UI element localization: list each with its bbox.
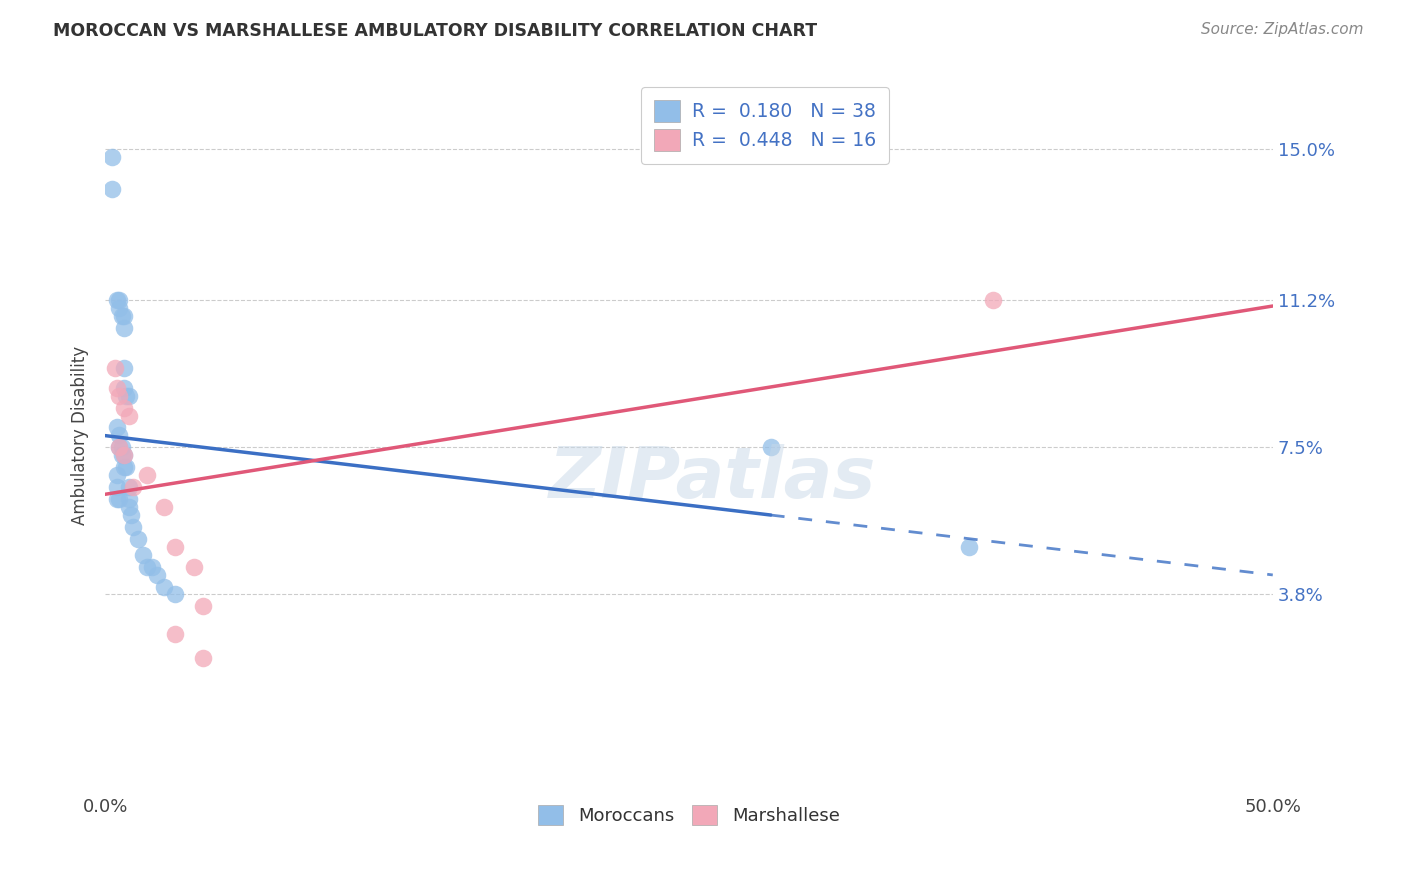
Point: [115, 389, 138, 403]
Point: [112, 448, 135, 462]
Point: [105, 293, 128, 308]
Point: [141, 559, 163, 574]
Point: [110, 440, 132, 454]
Point: [108, 440, 131, 454]
Point: [117, 389, 139, 403]
Point: [112, 460, 135, 475]
Point: [957, 540, 980, 554]
Point: [131, 548, 153, 562]
Point: [110, 309, 132, 323]
Point: [193, 599, 215, 614]
Point: [105, 468, 128, 483]
Point: [108, 301, 131, 315]
Point: [108, 293, 131, 308]
Point: [112, 381, 135, 395]
Point: [117, 500, 139, 514]
Point: [117, 480, 139, 494]
Point: [165, 587, 187, 601]
Point: [112, 360, 135, 375]
Point: [108, 491, 131, 506]
Text: MOROCCAN VS MARSHALLESE AMBULATORY DISABILITY CORRELATION CHART: MOROCCAN VS MARSHALLESE AMBULATORY DISAB…: [53, 22, 817, 40]
Point: [101, 150, 124, 164]
Point: [122, 520, 145, 534]
Point: [127, 532, 149, 546]
Point: [759, 440, 782, 454]
Point: [108, 440, 131, 454]
Point: [152, 580, 174, 594]
Point: [105, 491, 128, 506]
Y-axis label: Ambulatory Disability: Ambulatory Disability: [72, 346, 89, 525]
Text: ZIPatlas: ZIPatlas: [548, 444, 876, 513]
Point: [183, 559, 205, 574]
Point: [117, 409, 139, 423]
Point: [136, 559, 159, 574]
Legend: Moroccans, Marshallese: Moroccans, Marshallese: [529, 796, 849, 834]
Point: [165, 540, 187, 554]
Point: [108, 389, 131, 403]
Point: [115, 460, 138, 475]
Point: [122, 480, 145, 494]
Point: [112, 309, 135, 323]
Point: [120, 508, 142, 522]
Point: [105, 480, 128, 494]
Point: [981, 293, 1004, 308]
Point: [136, 468, 159, 483]
Point: [117, 491, 139, 506]
Point: [165, 627, 187, 641]
Point: [101, 182, 124, 196]
Point: [108, 428, 131, 442]
Point: [105, 381, 128, 395]
Text: Source: ZipAtlas.com: Source: ZipAtlas.com: [1201, 22, 1364, 37]
Point: [112, 401, 135, 415]
Point: [112, 448, 135, 462]
Point: [105, 420, 128, 434]
Point: [110, 448, 132, 462]
Point: [145, 567, 167, 582]
Point: [112, 321, 135, 335]
Point: [193, 651, 215, 665]
Point: [103, 360, 125, 375]
Point: [152, 500, 174, 514]
